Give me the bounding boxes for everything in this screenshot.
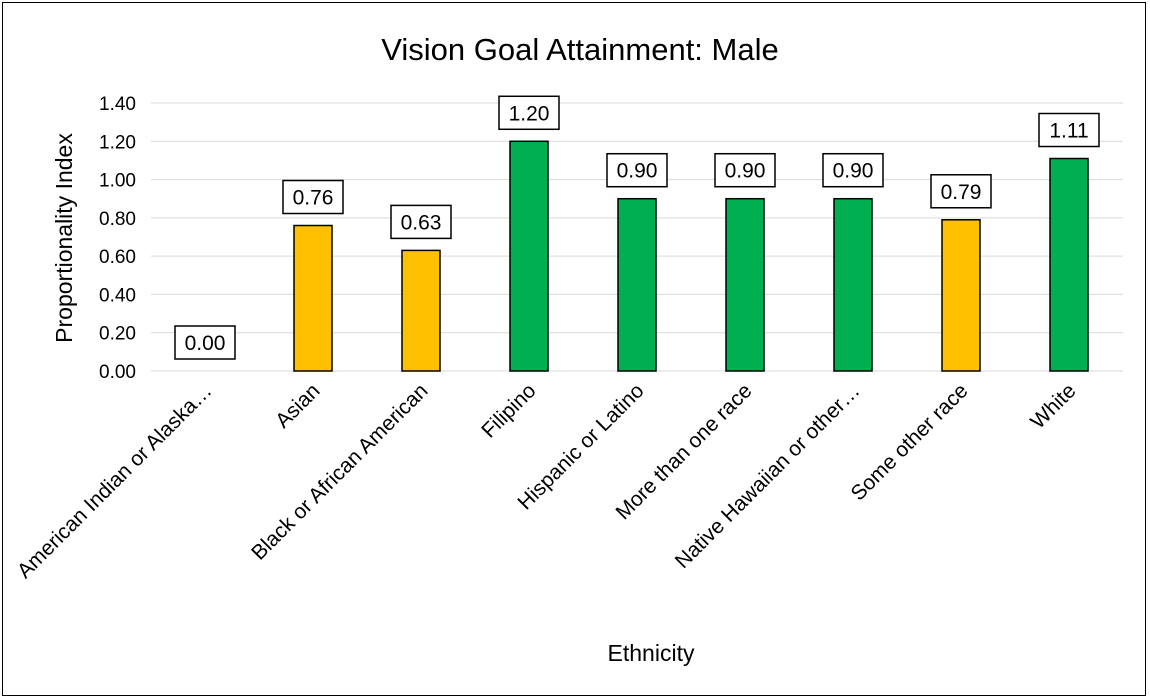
data-label-box (822, 152, 884, 188)
data-label-box (282, 179, 344, 215)
y-tick-label: 0.00 (99, 362, 136, 383)
bar (725, 197, 765, 372)
bar (833, 197, 873, 372)
data-label-box (606, 152, 668, 188)
data-label-box (390, 204, 452, 240)
y-tick-label: 1.00 (99, 171, 136, 192)
data-label: 0.76 (293, 187, 334, 210)
x-category-label: American Indian or Alaska… (13, 379, 217, 583)
x-category-label: Native Hawaiian or other… (671, 379, 865, 573)
data-label-box (1038, 112, 1100, 148)
data-label-box (174, 325, 236, 360)
bar (1049, 157, 1089, 372)
x-category-label: Filipino (477, 379, 540, 442)
data-label-group: 0.63 (390, 204, 452, 240)
bar (401, 249, 441, 372)
y-axis-title: Proportionality Index (51, 133, 77, 343)
bar (509, 140, 549, 372)
y-tick-label: 0.60 (99, 247, 136, 268)
data-label-box (930, 174, 992, 209)
bars (293, 140, 1089, 372)
data-label-box (498, 95, 560, 131)
data-label: 0.90 (725, 160, 766, 183)
y-tick-label: 0.40 (99, 285, 136, 306)
data-label-group: 0.90 (714, 152, 776, 188)
data-label-group: 1.20 (498, 95, 560, 131)
y-tick-label: 0.80 (99, 209, 136, 230)
data-label-box (714, 152, 776, 188)
y-tick-label: 0.20 (99, 324, 136, 345)
data-label-group: 0.76 (282, 179, 344, 215)
data-label: 0.90 (833, 160, 874, 183)
data-label: 1.20 (509, 102, 550, 125)
data-label-group: 0.79 (930, 174, 992, 209)
data-label: 0.00 (185, 332, 226, 355)
y-tick-label: 1.40 (99, 94, 136, 115)
x-category-label: Asian (271, 379, 324, 432)
bar (293, 224, 333, 372)
x-category-label: White (1026, 379, 1080, 433)
x-axis-title: Ethnicity (608, 640, 695, 666)
data-label-group: 0.90 (822, 152, 884, 188)
chart-title: Vision Goal Attainment: Male (381, 32, 778, 67)
x-category-label: Some other race (846, 379, 972, 505)
bar (941, 219, 981, 372)
data-label-group: 0.90 (606, 152, 668, 188)
y-axis-ticks: 0.00 0.20 0.40 0.60 0.80 1.00 1.20 1.40 (99, 94, 136, 383)
data-label: 1.11 (1049, 120, 1088, 143)
y-tick-label: 1.20 (99, 132, 136, 153)
bar (617, 197, 657, 372)
data-label-group: 0.00 (174, 325, 236, 360)
data-label: 0.90 (617, 160, 658, 183)
data-label-group: 1.11 (1038, 112, 1100, 148)
data-labels: 0.00 0.76 0.63 1.20 0.90 0.90 0.90 0.79 1.11 (174, 95, 1100, 360)
data-label: 0.63 (401, 211, 442, 234)
data-label: 0.79 (941, 181, 982, 204)
x-category-label: Black or African American (247, 379, 432, 564)
